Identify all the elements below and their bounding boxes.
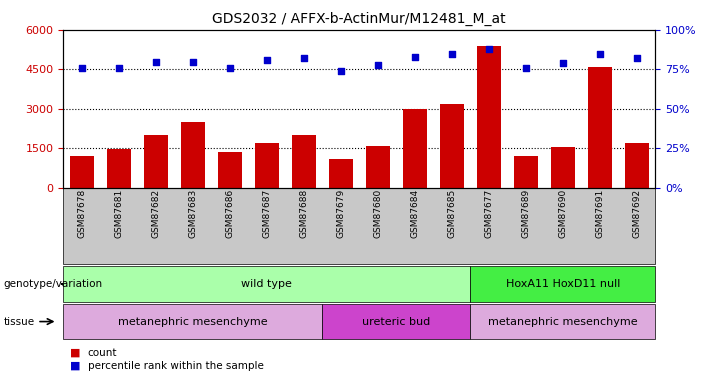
Point xyxy=(261,57,272,63)
Bar xyxy=(440,104,464,188)
Bar xyxy=(181,122,205,188)
Text: ■: ■ xyxy=(70,348,81,357)
Bar xyxy=(514,156,538,188)
Bar xyxy=(403,109,427,188)
Text: HoxA11 HoxD11 null: HoxA11 HoxD11 null xyxy=(505,279,620,289)
Bar xyxy=(107,149,130,188)
Bar xyxy=(329,159,353,188)
Bar xyxy=(366,146,390,188)
Point xyxy=(335,68,346,74)
Text: ureteric bud: ureteric bud xyxy=(362,316,430,327)
Bar xyxy=(551,147,575,188)
Bar xyxy=(69,156,94,188)
Bar xyxy=(292,135,315,188)
Bar xyxy=(588,67,612,188)
Point xyxy=(557,60,569,66)
Bar xyxy=(217,152,242,188)
Text: count: count xyxy=(88,348,117,357)
Point xyxy=(520,65,531,71)
Bar xyxy=(144,135,168,188)
Point xyxy=(483,46,494,52)
Point xyxy=(113,65,124,71)
Text: tissue: tissue xyxy=(4,316,34,327)
Point xyxy=(298,56,309,62)
Text: metanephric mesenchyme: metanephric mesenchyme xyxy=(488,316,638,327)
Point xyxy=(150,58,161,64)
Point xyxy=(76,65,87,71)
Text: wild type: wild type xyxy=(241,279,292,289)
Text: percentile rank within the sample: percentile rank within the sample xyxy=(88,361,264,370)
Point xyxy=(224,65,236,71)
Title: GDS2032 / AFFX-b-ActinMur/M12481_M_at: GDS2032 / AFFX-b-ActinMur/M12481_M_at xyxy=(212,12,506,26)
Point xyxy=(409,54,421,60)
Point xyxy=(447,51,458,57)
Text: metanephric mesenchyme: metanephric mesenchyme xyxy=(118,316,268,327)
Point xyxy=(594,51,606,57)
Point xyxy=(372,62,383,68)
Point xyxy=(187,58,198,64)
Point xyxy=(632,56,643,62)
Bar xyxy=(477,46,501,188)
Bar xyxy=(254,143,279,188)
Text: ■: ■ xyxy=(70,361,81,370)
Bar xyxy=(625,143,649,188)
Text: genotype/variation: genotype/variation xyxy=(4,279,102,289)
